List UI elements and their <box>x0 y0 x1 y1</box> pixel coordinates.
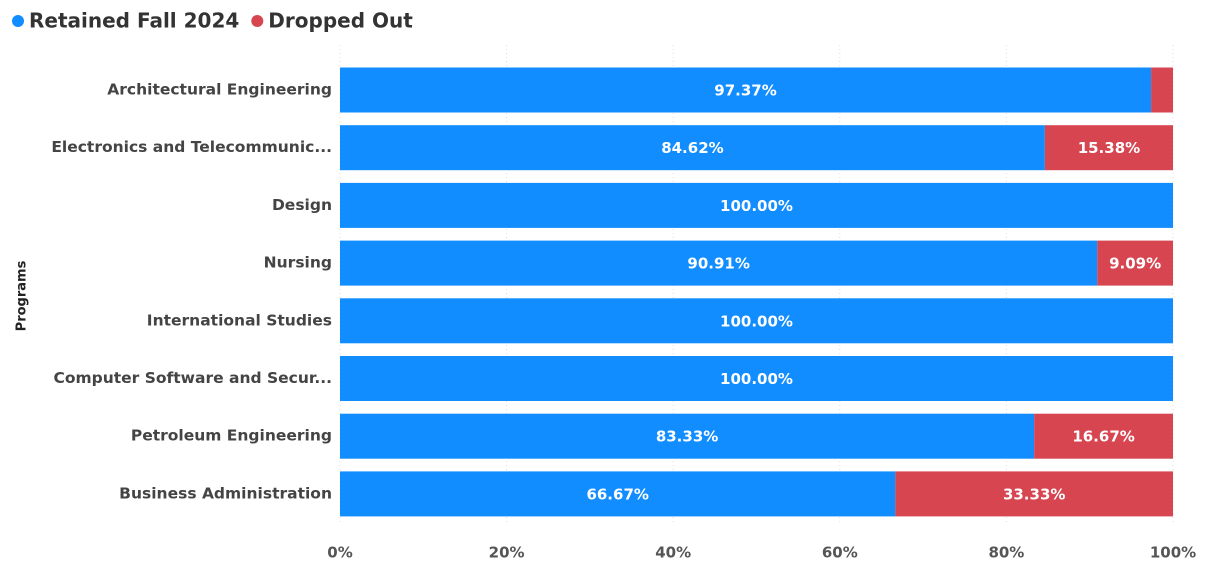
y-tick-label: Architectural Engineering <box>107 81 332 99</box>
data-label: 15.38% <box>1078 139 1140 157</box>
data-label: 97.37% <box>714 82 776 100</box>
bar-segment <box>340 182 1173 228</box>
x-tick-label: 60% <box>822 544 858 562</box>
x-tick-label: 0% <box>327 544 352 562</box>
x-tick-label: 20% <box>489 544 525 562</box>
bar-segment <box>340 298 1173 344</box>
data-label: 90.91% <box>687 255 749 273</box>
y-tick-label: Design <box>272 196 332 214</box>
data-label: 100.00% <box>720 197 793 215</box>
y-tick-label: International Studies <box>147 311 332 329</box>
bar-segment <box>895 471 1173 517</box>
y-tick-label: Business Administration <box>119 484 332 502</box>
data-label: 33.33% <box>1003 485 1065 503</box>
bar-segment <box>340 413 1035 459</box>
legend-marker <box>12 15 24 27</box>
x-tick-label: 40% <box>655 544 691 562</box>
y-tick-label: Petroleum Engineering <box>131 427 332 445</box>
x-tick-label: 100% <box>1150 544 1196 562</box>
legend-label: Dropped Out <box>268 9 413 33</box>
data-label: 9.09% <box>1109 255 1161 273</box>
data-label: 66.67% <box>586 485 648 503</box>
bar-segment <box>1034 413 1173 459</box>
y-tick-label: Electronics and Telecommunic... <box>51 138 332 156</box>
bar-segment <box>340 240 1098 286</box>
y-tick-label: Computer Software and Secur... <box>53 369 332 387</box>
y-tick-label: Nursing <box>264 254 332 272</box>
data-label: 16.67% <box>1072 428 1134 446</box>
bar-segment <box>1097 240 1173 286</box>
bar-segment <box>340 471 896 517</box>
data-label: 83.33% <box>656 428 718 446</box>
x-tick-label: 80% <box>988 544 1024 562</box>
bar-segment <box>340 125 1045 171</box>
legend-marker <box>251 15 264 27</box>
bar-segment <box>340 356 1173 401</box>
data-label: 100.00% <box>720 370 793 388</box>
data-label: 84.62% <box>661 139 723 157</box>
bar-segment <box>1151 67 1173 113</box>
data-label: 100.00% <box>720 312 793 330</box>
bar-segment <box>340 67 1152 113</box>
bar-segment <box>1044 125 1173 171</box>
legend-label: Retained Fall 2024 <box>29 9 239 33</box>
y-axis-label: Programs <box>15 260 30 331</box>
